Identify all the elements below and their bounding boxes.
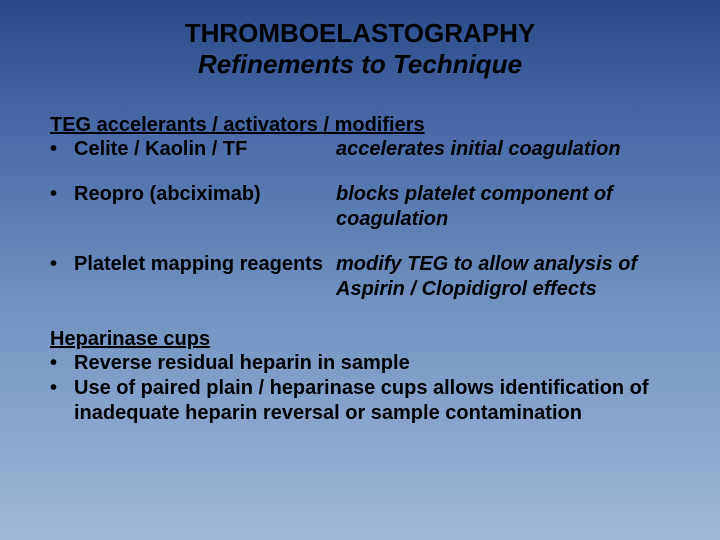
- item-text: Reverse residual heparin in sample: [74, 351, 410, 376]
- item-text: Use of paired plain / heparinase cups al…: [74, 376, 670, 426]
- item-left: Reopro (abciximab): [74, 182, 336, 232]
- bullet-row: • Celite / Kaolin / TF accelerates initi…: [50, 137, 670, 162]
- bullet-icon: •: [50, 376, 74, 426]
- title-line-1: THROMBOELASTOGRAPHY: [50, 18, 670, 49]
- slide-title: THROMBOELASTOGRAPHY Refinements to Techn…: [50, 18, 670, 80]
- bullet-icon: •: [50, 252, 74, 302]
- item-right: accelerates initial coagulation: [336, 137, 670, 162]
- item-right: blocks platelet component of coagulation: [336, 182, 670, 232]
- section2-heading: Heparinase cups: [50, 328, 670, 351]
- bullet-row: • Reopro (abciximab) blocks platelet com…: [50, 182, 670, 232]
- section1-heading: TEG accelerants / activators / modifiers: [50, 114, 670, 137]
- item-right: modify TEG to allow analysis of Aspirin …: [336, 252, 670, 302]
- bullet-row: • Reverse residual heparin in sample: [50, 351, 670, 376]
- item-left: Platelet mapping reagents: [74, 252, 336, 302]
- bullet-icon: •: [50, 182, 74, 232]
- slide: THROMBOELASTOGRAPHY Refinements to Techn…: [0, 0, 720, 540]
- item-left: Celite / Kaolin / TF: [74, 137, 336, 162]
- bullet-icon: •: [50, 137, 74, 162]
- title-line-2: Refinements to Technique: [50, 49, 670, 80]
- bullet-icon: •: [50, 351, 74, 376]
- bullet-row: • Platelet mapping reagents modify TEG t…: [50, 252, 670, 302]
- bullet-row: • Use of paired plain / heparinase cups …: [50, 376, 670, 426]
